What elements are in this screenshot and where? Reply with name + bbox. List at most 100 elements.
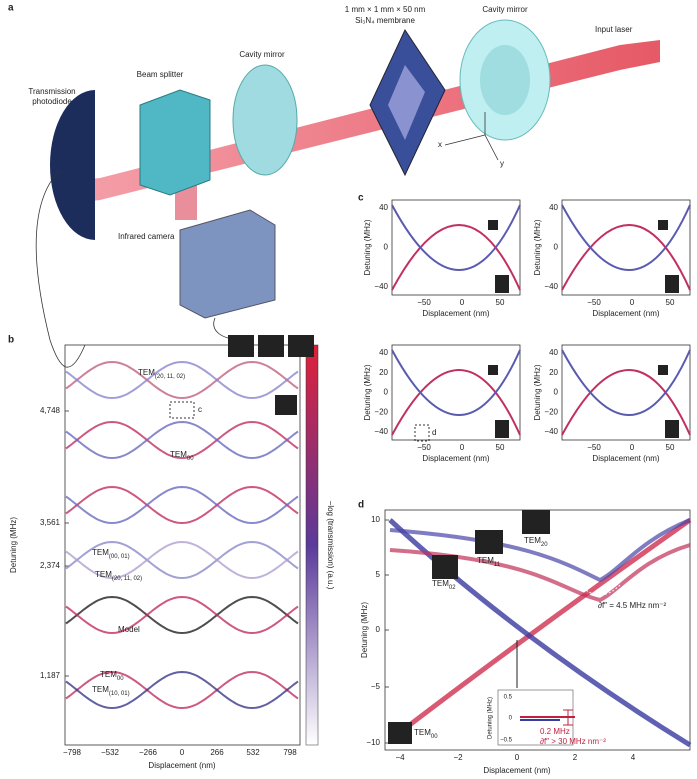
mode-name: TEM xyxy=(432,579,449,588)
panel-a: a x y Transmission photodiode Beam split… xyxy=(8,3,660,368)
mode-image xyxy=(228,335,254,357)
component-label: Infrared camera xyxy=(118,232,175,241)
gap-label: 0.2 MHz xyxy=(540,727,570,736)
colorbar-label: −log (transmission) (a.u.) xyxy=(326,501,335,590)
y-axis-label: Detuning (MHz) xyxy=(360,602,369,658)
x-axis-label: Displacement (nm) xyxy=(483,766,550,775)
mode-label: TEM00 xyxy=(414,728,438,739)
mode-name: TEM xyxy=(100,670,117,679)
panel-b: b −log (transmission) (a.u.) Detuning (M… xyxy=(8,335,335,770)
mode-name: TEM xyxy=(92,548,109,557)
inset-marker: d xyxy=(432,428,436,437)
axis-label: y xyxy=(500,159,504,168)
beam-splitter xyxy=(140,90,210,195)
x-tick-label: −2 xyxy=(453,753,463,762)
x-axis-label: Displacement (nm) xyxy=(422,454,489,463)
mode-curve xyxy=(66,487,298,523)
x-tick-label: 532 xyxy=(246,748,260,757)
panel-d: d Detuning (MHz) Displacement (nm) Detun… xyxy=(358,500,690,775)
mode-label: TEM20 xyxy=(524,536,548,547)
x-tick-label: 4 xyxy=(631,753,636,762)
mode-label: TEM(10, 01) xyxy=(92,685,130,696)
mirror-face xyxy=(480,45,530,115)
mode-subscript: 00 xyxy=(117,676,124,682)
x-tick-label: −266 xyxy=(139,748,158,757)
y-tick-label: 2,374 xyxy=(40,561,61,570)
inset-box xyxy=(170,402,194,418)
panel-c: c d 40 0 −40 −50 0 50 Displacement (nm) Detunin… xyxy=(358,193,690,463)
y-axis-label: Detuning (MHz) xyxy=(363,219,372,275)
x-tick-label: −4 xyxy=(395,753,405,762)
mode-image xyxy=(258,335,284,357)
x-tick-label: 50 xyxy=(666,443,675,452)
y-tick-label: 40 xyxy=(549,203,558,212)
x-axis-label: Displacement (nm) xyxy=(592,454,659,463)
y-tick-label: −40 xyxy=(544,282,558,291)
y-tick-label: 4,748 xyxy=(40,406,61,415)
panel-label: c xyxy=(358,193,364,204)
mode-image xyxy=(658,365,668,375)
photodiode xyxy=(50,90,95,240)
mode-image xyxy=(288,335,314,357)
inset-tick: 0.5 xyxy=(504,695,513,701)
x-tick-label: −50 xyxy=(417,298,431,307)
y-tick-label: 40 xyxy=(549,348,558,357)
mode-subscript: (00, 01) xyxy=(109,554,130,560)
mode-label: TEM(20, 11, 02) xyxy=(95,570,142,581)
mode-subscript: 00 xyxy=(187,456,194,462)
mode-name: TEM xyxy=(170,450,187,459)
mode-image xyxy=(275,395,297,415)
mode-subscript: (10, 01) xyxy=(109,691,130,697)
inset-tick: −0.5 xyxy=(500,738,513,744)
x-tick-label: −50 xyxy=(417,443,431,452)
component-label: Cavity mirror xyxy=(482,5,528,14)
inset-marker: c xyxy=(198,405,202,414)
x-axis-label: Displacement (nm) xyxy=(592,309,659,318)
y-tick-label: −5 xyxy=(371,682,381,691)
mode-label: TEM00 xyxy=(100,670,124,681)
mode-subscript: 00 xyxy=(431,734,438,740)
x-tick-label: 50 xyxy=(496,443,505,452)
x-tick-label: 50 xyxy=(496,298,505,307)
x-tick-label: 0 xyxy=(630,298,635,307)
y-axis-label: Detuning (MHz) xyxy=(9,517,18,573)
mode-label: TEM(00, 01) xyxy=(92,548,130,559)
mode-label: TEM00 xyxy=(170,450,194,461)
y-tick-label: 0 xyxy=(384,388,389,397)
colorbar xyxy=(306,345,318,745)
y-tick-label: −40 xyxy=(544,427,558,436)
mode-name: TEM xyxy=(414,728,431,737)
y-tick-label: 3,561 xyxy=(40,518,61,527)
mode-image xyxy=(665,275,679,293)
x-axis-label: Displacement (nm) xyxy=(422,309,489,318)
mode-name: TEM xyxy=(138,368,155,377)
x-tick-label: 0 xyxy=(180,748,185,757)
y-tick-label: 20 xyxy=(379,368,388,377)
component-label: Cavity mirror xyxy=(239,50,285,59)
mode-name: Model xyxy=(118,625,140,634)
inset-y-label: Detuning (MHz) xyxy=(488,697,494,739)
y-tick-label: −40 xyxy=(374,427,388,436)
inset-box xyxy=(415,425,429,441)
y-tick-label: 0 xyxy=(384,243,389,252)
y-tick-label: −10 xyxy=(366,738,380,747)
x-tick-label: 0 xyxy=(460,443,465,452)
y-tick-label: 20 xyxy=(549,368,558,377)
mode-name: TEM xyxy=(477,556,494,565)
y-tick-label: −20 xyxy=(374,407,388,416)
mode-curve xyxy=(66,597,298,633)
panel-label: a xyxy=(8,3,14,14)
mode-image xyxy=(488,220,498,230)
mode-image xyxy=(665,420,679,438)
curvature-label: ∂f″ = 4.5 MHz nm⁻² xyxy=(598,601,666,610)
mode-image xyxy=(432,555,458,579)
x-tick-label: 0 xyxy=(630,443,635,452)
mode-subscript: 02 xyxy=(449,585,456,591)
mode-image xyxy=(475,530,503,554)
mode-subscript: 20 xyxy=(541,542,548,548)
mode-image xyxy=(495,275,509,293)
mode-curve xyxy=(66,362,298,398)
x-tick-label: 266 xyxy=(210,748,224,757)
x-axis-label: Displacement (nm) xyxy=(148,761,215,770)
y-tick-label: 0 xyxy=(554,388,559,397)
